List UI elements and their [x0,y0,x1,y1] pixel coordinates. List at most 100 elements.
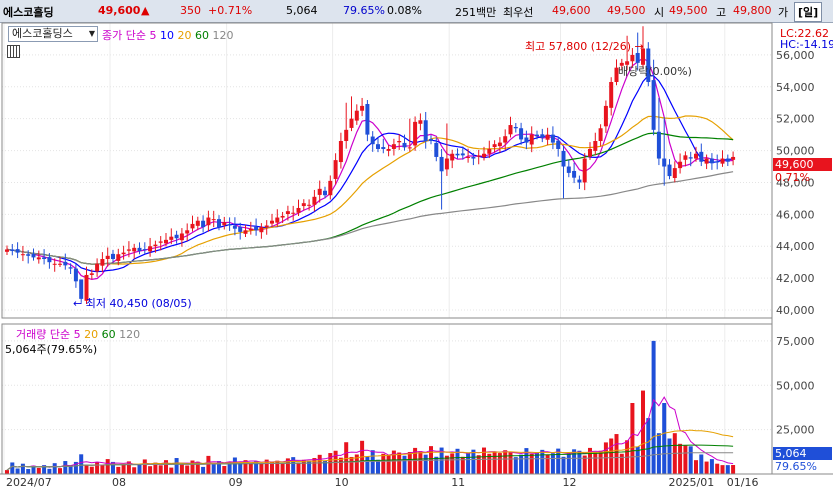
candle-body [5,249,9,252]
candle-body [550,134,555,143]
trade-value: 251백만 [455,6,497,19]
volume-bar [312,458,317,474]
candle-body [529,134,534,145]
open-label: 시 [654,6,665,19]
candle-body [402,142,407,148]
dividend-annotation: 배당락(0.00%) [618,65,692,78]
volume-bar [185,465,190,474]
volume-bar [444,455,449,474]
volume-bar [466,452,471,474]
high-price: 49,800 [733,4,772,17]
price-indicator-label[interactable]: 종가 단순 5 10 20 60 120 [102,27,233,43]
candle-body [609,82,614,108]
volume-bar [656,433,661,474]
volume-bar [731,465,736,474]
price-tick-label: 56,000 [776,49,815,62]
volume-bar [275,460,280,474]
candle-body [349,118,354,128]
volume-bar [365,456,370,474]
candle-body [100,259,105,266]
time-axis: 2024/07 08 09 10 11 12 2025/01 01/16 [6,476,759,489]
volume-bar [259,463,264,474]
ma-120-label: 120 [212,29,234,42]
volume-bar [460,456,465,474]
volume-bar [646,418,651,474]
candle-body [487,148,492,154]
time-tick-label: 11 [451,476,465,489]
candle-body [148,246,153,252]
candle-body [73,268,78,282]
bid-price: 49,500 [607,4,646,17]
volume-bar [550,453,555,474]
volume-bar [439,447,444,474]
time-tick-label: 2025/01 [669,476,715,489]
candle-body [354,110,359,121]
candle-body [243,230,248,234]
turnover-percent: 0.08% [387,4,422,17]
volume-bar [561,456,566,474]
volume-bar [179,464,184,474]
volume-bar [232,457,237,474]
candle-body [328,180,333,196]
time-tick-label: 09 [229,476,243,489]
volume-bar [588,447,592,474]
ma-20-label: 20 [177,29,192,42]
volume-bar [376,459,380,474]
candle-body [630,54,635,62]
candle-body [593,141,598,151]
candle-body [275,217,280,223]
candle-body [195,220,200,226]
period-mode-button[interactable]: [일] [794,2,823,22]
candle-body [307,204,312,206]
candle-body [111,253,115,259]
price-tick-label: 44,000 [776,240,815,253]
volume-bar [635,446,640,474]
volume-bar [323,460,327,474]
candle-body [625,61,630,65]
stock-select-dropdown[interactable]: 에스코홀딩스 ▼ [8,26,98,42]
candle-body [291,212,296,214]
priority-label: 최우선 [503,6,534,19]
candle-body [524,137,529,143]
volume-bar [317,454,322,474]
min-price-annotation: ← 최저 40,450 (08/05) [73,295,192,311]
volume-bar [52,463,57,474]
volume-bar [577,450,582,474]
volume-bar [694,460,698,474]
candle-body [725,158,730,162]
volume-bar [227,461,232,474]
candle-body [164,239,168,244]
volume-bar [471,449,476,474]
candle-body [26,254,31,256]
candle-body [619,62,624,66]
candle-body [386,148,391,151]
high-label: 고 [716,6,727,19]
volume-bar [397,452,402,474]
volume-bar [211,464,216,474]
candle-body [535,134,539,137]
candle-body [699,151,704,162]
candle-body [280,215,285,218]
volume-axis: 25,000 50,000 75,000 [776,335,815,437]
candle-body [317,188,322,195]
candle-body [588,148,592,157]
chevron-down-icon: ▼ [88,29,95,38]
vol-ma-20-label: 20 [84,328,99,341]
ma-60-label: 60 [194,29,209,42]
time-tick-label: 08 [112,476,126,489]
grid-settings-icon[interactable] [7,45,20,58]
volume-indicator-label[interactable]: 거래량 단순 5 20 60 120 [16,326,140,342]
candle-body [365,104,370,135]
volume-bar [572,449,577,474]
volume-bar [434,456,439,474]
volume-ma-20-line [6,429,734,471]
candle-body [434,142,439,157]
volume-bar [328,453,333,474]
candle-body [227,224,232,226]
volume-bar [47,468,52,474]
candle-body [598,128,603,141]
volume-bar [402,455,407,474]
volume-bar [709,459,714,474]
candle-body [672,168,677,178]
